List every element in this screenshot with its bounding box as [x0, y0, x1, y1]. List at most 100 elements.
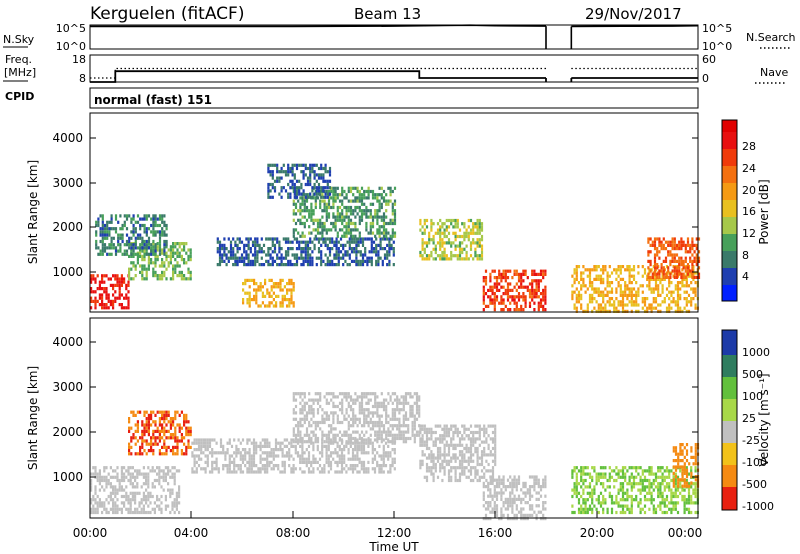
velocity-cell [347, 404, 350, 409]
power-cell [515, 301, 518, 305]
power-cell [650, 306, 653, 310]
power-cell [218, 263, 222, 267]
velocity-cell [310, 411, 313, 415]
velocity-cell [542, 513, 545, 517]
velocity-cell [456, 478, 459, 483]
power-cell [302, 259, 305, 263]
power-cell [354, 225, 357, 229]
power-cell [388, 247, 391, 251]
velocity-cell [371, 451, 374, 455]
velocity-cell [312, 470, 315, 474]
power-cell [244, 291, 247, 295]
power-cell [391, 202, 394, 206]
power-cell [482, 295, 485, 299]
velocity-cell [341, 398, 344, 402]
velocity-cell [292, 433, 295, 437]
power-cell [382, 215, 386, 219]
power-cell [254, 247, 257, 251]
power-cell [332, 199, 335, 203]
power-cell [491, 269, 494, 273]
power-cell [145, 239, 148, 244]
power-cell [458, 241, 462, 245]
power-cell [628, 281, 631, 285]
velocity-cell [425, 475, 429, 479]
power-cell [176, 254, 179, 258]
power-cell [316, 218, 320, 222]
velocity-cell [389, 433, 392, 437]
power-cell [647, 253, 650, 257]
velocity-cell [325, 436, 328, 441]
power-cell [575, 293, 578, 297]
power-cell [265, 253, 268, 257]
power-cell [689, 256, 692, 260]
power-cell [595, 268, 598, 272]
velocity-cell [228, 470, 231, 474]
velocity-cell [237, 438, 240, 442]
velocity-cell [484, 513, 488, 517]
velocity-cell [321, 417, 324, 421]
power-cell [658, 272, 661, 276]
velocity-cell [345, 417, 348, 421]
velocity-cell [396, 408, 399, 412]
power-cell [328, 170, 332, 174]
power-cell [103, 223, 107, 228]
power-cell [674, 284, 677, 288]
power-cell [353, 250, 356, 254]
power-cell [386, 256, 389, 260]
power-cell [334, 221, 337, 226]
velocity-cell [494, 443, 497, 447]
velocity-cell [299, 430, 302, 434]
power-cell [180, 274, 183, 278]
power-cell [292, 301, 295, 305]
power-cell [391, 221, 394, 226]
power-cell [348, 253, 351, 257]
power-cbar-tick: 12 [742, 227, 756, 240]
power-cell [684, 275, 687, 279]
power-cell [172, 277, 175, 281]
velocity-cell [327, 417, 331, 421]
power-cell [682, 272, 685, 276]
velocity-cell [483, 430, 486, 435]
velocity-cell [360, 401, 364, 405]
velocity-cell [369, 417, 372, 421]
power-cell [306, 259, 310, 263]
power-cell [358, 234, 361, 238]
power-colorbar-swatch [722, 268, 737, 285]
power-cell [528, 301, 532, 305]
power-cell [621, 290, 625, 294]
power-cell [669, 263, 672, 267]
velocity-cell [340, 448, 344, 452]
power-cell [421, 257, 424, 261]
velocity-cell [127, 507, 130, 511]
power-cell [232, 253, 235, 257]
velocity-cell [387, 392, 390, 396]
velocity-cell [465, 466, 468, 470]
power-cell [261, 301, 264, 305]
power-cell [183, 258, 186, 262]
velocity-cell [312, 433, 315, 437]
velocity-cell [407, 417, 410, 421]
power-cell [619, 300, 622, 304]
power-cell [333, 240, 336, 244]
power-cell [189, 270, 192, 274]
power-cell [116, 283, 119, 287]
power-cell [247, 253, 250, 257]
power-colorbar-swatch [722, 200, 737, 217]
power-cell [94, 280, 97, 284]
power-cell [347, 189, 350, 194]
velocity-cell [301, 411, 304, 415]
power-cell [679, 287, 682, 291]
power-cell [697, 259, 701, 263]
power-cell [150, 249, 153, 253]
velocity-cell [316, 401, 320, 405]
power-cell [216, 240, 219, 244]
velocity-cell [474, 440, 477, 444]
velocity-cell [447, 453, 451, 457]
power-cell [90, 287, 93, 291]
power-cell [106, 227, 109, 231]
power-cell [478, 218, 481, 223]
velocity-cell [515, 504, 518, 508]
power-cell [321, 199, 324, 203]
power-cell [161, 248, 164, 252]
power-cell [348, 237, 351, 241]
